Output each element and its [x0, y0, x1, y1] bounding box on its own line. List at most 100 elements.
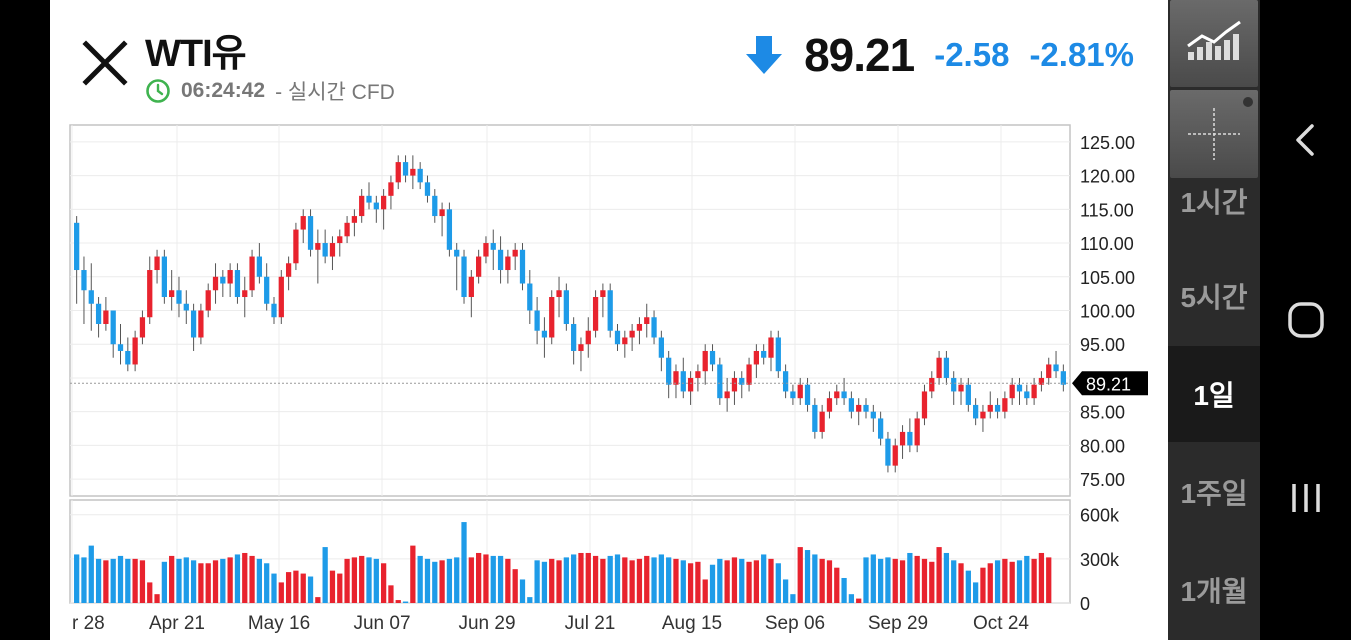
volume-bar	[300, 573, 306, 603]
volume-bar	[973, 582, 979, 603]
volume-bar	[753, 560, 760, 603]
volume-bar	[183, 557, 189, 603]
crosshair-button[interactable]	[1170, 90, 1258, 178]
volume-bar	[234, 554, 241, 603]
timeframe-1day[interactable]: 1일	[1168, 346, 1260, 442]
volume-bar	[249, 555, 255, 603]
volume-bar	[395, 600, 401, 603]
x-tick-label: Oct 24	[973, 613, 1029, 634]
volume-bar	[110, 558, 116, 603]
volume-panel-frame	[69, 499, 1071, 604]
volume-bar	[103, 560, 109, 603]
candle-body	[264, 276, 270, 304]
arrow-down-icon	[746, 36, 783, 74]
x-tick-label: Apr 21	[149, 613, 205, 634]
candle-body	[337, 236, 343, 244]
volume-bar	[81, 557, 87, 603]
volume-bar	[680, 560, 686, 603]
candle-body	[958, 384, 964, 392]
volume-bar	[717, 558, 723, 603]
candle-body	[768, 337, 774, 358]
candle-body	[790, 391, 796, 399]
volume-bar	[293, 570, 299, 603]
chart-type-button[interactable]	[1170, 0, 1258, 87]
volume-bar	[446, 558, 453, 603]
volume-bar	[994, 560, 1001, 603]
volume-bar	[870, 554, 876, 603]
candle-body	[1016, 384, 1023, 392]
candle-body	[687, 377, 694, 392]
volume-bar	[943, 552, 950, 603]
close-button[interactable]	[80, 38, 130, 88]
candle-body	[1038, 377, 1045, 385]
volume-bar	[74, 554, 80, 603]
candle-body	[125, 350, 131, 365]
volume-tick-label: 300k	[1080, 550, 1120, 570]
back-button[interactable]	[1260, 110, 1351, 170]
recent-apps-icon	[1291, 484, 1320, 512]
current-price-tag	[1072, 371, 1148, 396]
candle-body	[366, 195, 372, 203]
candle-body	[1024, 391, 1030, 399]
candle-body	[183, 303, 189, 311]
candle-body	[227, 270, 233, 284]
volume-bar	[622, 557, 628, 603]
volume-bar	[161, 561, 167, 603]
candle-body	[775, 337, 781, 372]
candle-body	[797, 384, 803, 399]
timeframe-1week[interactable]: 1주일	[1168, 444, 1260, 540]
recent-apps-button[interactable]	[1260, 468, 1351, 528]
candle-body	[812, 404, 818, 432]
candle-body	[476, 256, 482, 277]
volume-bar	[592, 555, 599, 603]
volume-bar	[439, 560, 445, 603]
candle-body	[549, 297, 555, 338]
volume-bar	[527, 597, 533, 603]
candle-body	[497, 249, 504, 271]
candle-body	[746, 364, 752, 385]
candle-body	[490, 243, 496, 250]
volume-bar	[885, 557, 891, 603]
candle-body	[410, 168, 416, 176]
candle-body	[212, 276, 219, 291]
x-tick-label: Aug 15	[662, 613, 722, 634]
candle-body	[973, 404, 979, 419]
volume-bar	[797, 547, 803, 603]
candle-body	[88, 290, 94, 304]
candle-body	[176, 290, 182, 304]
volume-bar	[936, 547, 942, 603]
candle-body	[870, 411, 876, 419]
volume-bar	[826, 560, 833, 603]
candle-body	[74, 222, 80, 271]
volume-bar	[841, 577, 847, 603]
volume-bar	[987, 563, 993, 603]
crosshair-icon	[1188, 97, 1253, 160]
volume-bar	[892, 558, 898, 603]
candle-body	[1046, 364, 1052, 378]
volume-bar	[176, 558, 182, 603]
candle-body	[329, 243, 336, 257]
volume-bar	[965, 570, 971, 603]
volume-bar	[607, 555, 613, 603]
timeframe-5hour[interactable]: 5시간	[1168, 250, 1260, 342]
candle-body	[351, 216, 358, 223]
volume-bar	[585, 552, 591, 603]
timeframe-1month[interactable]: 1개월	[1168, 544, 1260, 636]
candle-body	[885, 438, 891, 466]
candle-body	[731, 377, 738, 392]
volume-bar	[687, 563, 694, 603]
home-button[interactable]	[1260, 290, 1351, 350]
price-chart[interactable]: r 28 Apr 21 May 16 Jun 07 Jun 29 Jul 21 Aug 15…	[50, 0, 1168, 640]
candle-body	[439, 209, 445, 217]
candle-body	[81, 270, 87, 291]
volume-bar	[980, 567, 986, 603]
y-tick-label: 95.00	[1080, 335, 1125, 355]
volume-bar	[359, 555, 365, 603]
volume-bar	[1046, 557, 1052, 603]
y-tick-label: 75.00	[1080, 470, 1125, 490]
timeframe-1hour[interactable]: 1시간	[1168, 178, 1260, 224]
candle-body	[271, 303, 277, 318]
home-icon	[1287, 302, 1324, 338]
y-tick-label: 115.00	[1080, 200, 1134, 220]
y-tick-label: 110.00	[1080, 234, 1134, 254]
